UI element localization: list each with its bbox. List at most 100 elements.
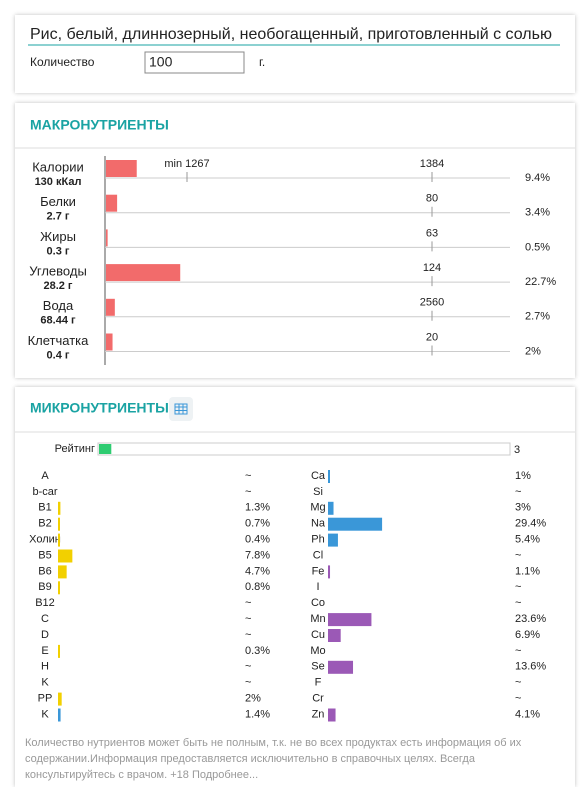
- micro-percent: 1.3%: [245, 502, 270, 514]
- micro-name: I: [316, 581, 319, 593]
- disclaimer: Количество нутриентов может быть не полн…: [25, 737, 522, 781]
- percent: 2.7%: [525, 311, 550, 323]
- micro-percent: ~: [245, 661, 251, 673]
- micro-name: K: [41, 677, 49, 689]
- micro-name: PP: [38, 693, 53, 705]
- micro-name: A: [41, 470, 49, 482]
- micro-bar: [328, 613, 372, 627]
- micro-percent: ~: [515, 693, 521, 705]
- micro-percent: ~: [515, 645, 521, 657]
- micro-percent: 1%: [515, 470, 531, 482]
- micro-bar: [328, 470, 330, 483]
- quantity-input[interactable]: [144, 51, 245, 74]
- nutrient-amount: 68.44 г: [40, 315, 76, 327]
- micro-bar: [58, 533, 60, 547]
- micro-name: Co: [311, 597, 325, 609]
- nutrient-name: Углеводы: [29, 264, 87, 279]
- percent: 22.7%: [525, 276, 556, 288]
- micro-name: K: [41, 708, 49, 720]
- nutrient-amount: 0.4 г: [47, 349, 70, 361]
- percent: 0.5%: [525, 241, 550, 253]
- quantity-value: 100: [149, 54, 173, 70]
- macro-bar: [106, 298, 115, 316]
- micro-bar: [328, 565, 331, 579]
- micro-percent: 5.4%: [515, 534, 540, 546]
- micro-bar: [58, 565, 67, 579]
- table-icon-bg[interactable]: [169, 397, 193, 421]
- micro-percent: ~: [245, 486, 251, 498]
- macro-bar: [106, 264, 181, 282]
- micro-percent: 6.9%: [515, 629, 540, 641]
- micro-percent: 1.4%: [245, 708, 270, 720]
- micro-name: Mn: [310, 613, 325, 625]
- micro-name: F: [315, 677, 322, 689]
- rating-bar: [99, 444, 112, 454]
- micro-title: МИКРОНУТРИЕНТЫ: [30, 400, 169, 416]
- micro-name: Mo: [310, 645, 325, 657]
- micro-percent: 0.8%: [245, 581, 270, 593]
- micro-percent: ~: [245, 629, 251, 641]
- micro-percent: ~: [515, 677, 521, 689]
- micro-name: E: [41, 645, 48, 657]
- micro-name: Na: [311, 518, 326, 530]
- macro-bar: [106, 333, 113, 351]
- nutrient-amount: 2.7 г: [47, 211, 70, 223]
- micro-percent: ~: [245, 470, 251, 482]
- macro-bar: [106, 194, 118, 212]
- micro-percent: 23.6%: [515, 613, 546, 625]
- nutrient-amount: 28.2 г: [43, 280, 72, 292]
- micro-percent: 13.6%: [515, 661, 546, 673]
- micro-bar: [58, 581, 60, 595]
- micro-name: Cu: [311, 629, 325, 641]
- micro-percent: 29.4%: [515, 518, 546, 530]
- micro-percent: 1.1%: [515, 565, 540, 577]
- macro-bar: [106, 229, 108, 247]
- micro-name: Cr: [312, 693, 324, 705]
- rating-value: 3: [514, 444, 520, 456]
- micro-bar: [328, 660, 354, 674]
- macro-card: [15, 103, 575, 378]
- micro-bar: [328, 517, 383, 531]
- micro-percent: 3%: [515, 502, 531, 514]
- nutrient-amount: 130 кКал: [35, 176, 82, 188]
- micro-percent: ~: [245, 677, 251, 689]
- micro-percent: 4.7%: [245, 565, 270, 577]
- micro-percent: 0.3%: [245, 645, 270, 657]
- nutrient-name: Белки: [40, 194, 76, 209]
- norm-value: 124: [423, 262, 441, 274]
- micro-percent: ~: [515, 549, 521, 561]
- micro-name: B5: [38, 549, 51, 561]
- nutrient-name: Клетчатка: [28, 333, 90, 348]
- micro-bar: [58, 549, 73, 563]
- micro-bar: [58, 708, 61, 722]
- unit: г.: [259, 55, 265, 69]
- micro-bar: [328, 708, 336, 722]
- micro-name: Fe: [312, 565, 325, 577]
- micro-percent: 2%: [245, 693, 261, 705]
- norm-value: 80: [426, 193, 438, 205]
- nutrient-name: Вода: [43, 298, 74, 313]
- micro-percent: 7.8%: [245, 549, 270, 561]
- micro-name: Холин: [29, 534, 61, 546]
- micro-name: Zn: [312, 708, 325, 720]
- rating-label: Рейтинг: [55, 443, 95, 455]
- norm-value: 2560: [420, 297, 444, 309]
- title-card: [15, 15, 575, 93]
- micro-percent: ~: [245, 613, 251, 625]
- micro-percent: 0.4%: [245, 534, 270, 546]
- macro-bar: [106, 160, 137, 177]
- micro-name: B6: [38, 565, 51, 577]
- micro-percent: ~: [245, 597, 251, 609]
- micro-name: B12: [35, 597, 55, 609]
- micro-name: Cl: [313, 549, 323, 561]
- micro-bar: [58, 692, 62, 706]
- micro-bar: [328, 533, 338, 547]
- micro-name: Si: [313, 486, 323, 498]
- micro-name: Se: [311, 661, 324, 673]
- micro-bar: [328, 501, 334, 515]
- micro-name: D: [41, 629, 49, 641]
- norm-value: 20: [426, 331, 438, 343]
- nutrient-amount: 0.3 г: [47, 245, 70, 257]
- micro-percent: 0.7%: [245, 518, 270, 530]
